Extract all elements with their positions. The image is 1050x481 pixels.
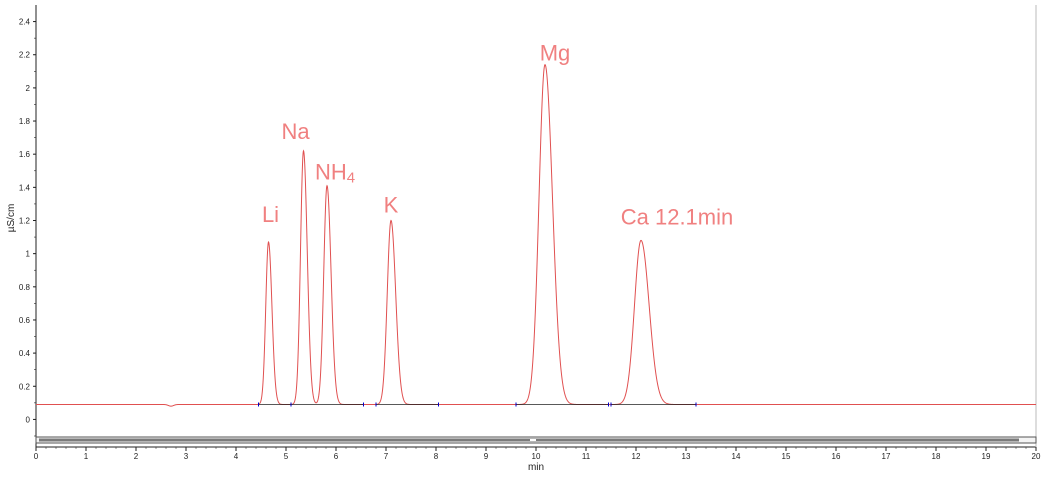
x-tick-label: 17 bbox=[882, 452, 891, 461]
x-axis-title: min bbox=[528, 462, 544, 473]
y-tick-label: 0.2 bbox=[19, 382, 31, 391]
y-tick-label: 0.8 bbox=[19, 283, 31, 292]
x-tick-label: 10 bbox=[532, 452, 541, 461]
x-tick-label: 8 bbox=[434, 452, 439, 461]
x-tick-label: 16 bbox=[832, 452, 841, 461]
peak-label-text: K bbox=[384, 193, 399, 218]
peak-label: K bbox=[384, 193, 399, 218]
x-tick-label: 0 bbox=[34, 452, 39, 461]
peak-label: Li bbox=[262, 202, 279, 227]
x-tick-label: 11 bbox=[582, 452, 591, 461]
x-tick-label: 20 bbox=[1032, 452, 1041, 461]
y-tick-label: 2 bbox=[26, 84, 31, 93]
y-tick-label: 0 bbox=[26, 415, 31, 424]
x-tick-label: 2 bbox=[134, 452, 139, 461]
x-tick-label: 14 bbox=[732, 452, 741, 461]
peak-label-text: Na bbox=[281, 119, 310, 144]
x-tick-label: 4 bbox=[234, 452, 239, 461]
y-tick-label: 1.6 bbox=[19, 150, 31, 159]
y-tick-label: 2.2 bbox=[19, 51, 31, 60]
y-tick-label: 1.2 bbox=[19, 217, 31, 226]
x-tick-label: 19 bbox=[982, 452, 991, 461]
x-tick-label: 18 bbox=[932, 452, 941, 461]
y-tick-label: 1.8 bbox=[19, 117, 31, 126]
peak-label-text: Ca 12.1min bbox=[621, 204, 734, 229]
peak-label: Ca 12.1min bbox=[621, 204, 734, 229]
x-tick-label: 7 bbox=[384, 452, 389, 461]
peak-label-text: Mg bbox=[540, 41, 571, 66]
x-tick-label: 5 bbox=[284, 452, 289, 461]
chromatogram-trace bbox=[36, 63, 1036, 407]
x-tick-label: 1 bbox=[84, 452, 89, 461]
y-tick-label: 0.4 bbox=[19, 349, 31, 358]
scroll-band-grip bbox=[530, 439, 536, 441]
x-tick-label: 3 bbox=[184, 452, 189, 461]
y-axis-title: µS/cm bbox=[6, 204, 17, 233]
peak-label-text: NH bbox=[315, 160, 347, 185]
y-tick-label: 0.6 bbox=[19, 316, 31, 325]
peak-label-text: Li bbox=[262, 202, 279, 227]
peak-label-subscript: 4 bbox=[347, 170, 355, 187]
x-tick-label: 15 bbox=[782, 452, 791, 461]
y-tick-label: 1.4 bbox=[19, 183, 31, 192]
y-tick-label: 2.4 bbox=[19, 18, 31, 27]
peak-label: Na bbox=[281, 119, 310, 144]
x-tick-label: 13 bbox=[682, 452, 691, 461]
y-tick-label: 1 bbox=[26, 250, 31, 259]
scroll-band-thumb bbox=[39, 438, 1019, 442]
x-tick-label: 9 bbox=[484, 452, 489, 461]
peak-label: NH4 bbox=[315, 160, 355, 187]
x-tick-label: 12 bbox=[632, 452, 641, 461]
x-tick-label: 6 bbox=[334, 452, 339, 461]
peak-label: Mg bbox=[540, 41, 571, 66]
